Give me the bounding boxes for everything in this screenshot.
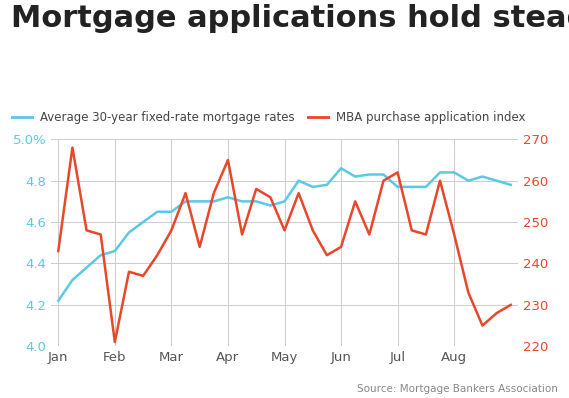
Text: Mortgage applications hold steady: Mortgage applications hold steady [11, 4, 569, 33]
Text: Average 30-year fixed-rate mortgage rates: Average 30-year fixed-rate mortgage rate… [40, 111, 294, 124]
Text: MBA purchase application index: MBA purchase application index [336, 111, 525, 124]
Text: Source: Mortgage Bankers Association: Source: Mortgage Bankers Association [357, 384, 558, 394]
